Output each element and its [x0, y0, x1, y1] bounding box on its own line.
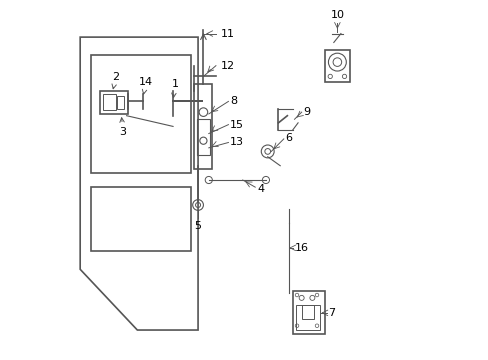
Bar [292, 291, 324, 334]
Bar [296, 305, 319, 330]
Text: 3: 3 [119, 118, 126, 137]
Bar [324, 50, 349, 82]
Text: 15: 15 [230, 120, 244, 130]
Text: 11: 11 [221, 28, 235, 39]
Bar [103, 94, 116, 111]
Text: 12: 12 [221, 61, 235, 71]
Text: 5: 5 [194, 221, 201, 231]
Text: 9: 9 [303, 107, 310, 117]
Text: 10: 10 [330, 10, 344, 20]
Text: 2: 2 [112, 72, 119, 89]
Text: 14: 14 [139, 77, 153, 94]
Bar [301, 305, 313, 319]
Text: 1: 1 [171, 79, 178, 98]
Text: 6: 6 [285, 133, 292, 143]
Bar [197, 119, 209, 155]
Text: 13: 13 [230, 138, 244, 148]
Bar [194, 84, 212, 169]
Text: 4: 4 [257, 184, 264, 194]
Text: 8: 8 [230, 96, 237, 107]
Text: 16: 16 [294, 243, 308, 253]
Text: 7: 7 [328, 308, 335, 318]
Bar [116, 96, 124, 109]
